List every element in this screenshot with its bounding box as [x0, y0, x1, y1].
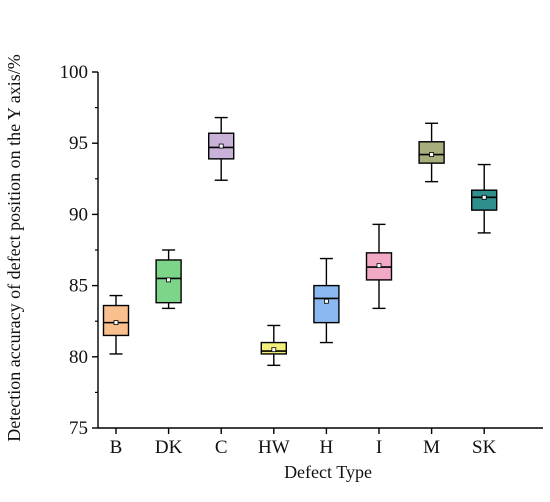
y-tick-label: 95	[69, 133, 88, 154]
mean-marker	[113, 320, 119, 326]
x-tick-label-sk: SK	[472, 437, 497, 458]
y-tick-label: 85	[69, 276, 88, 297]
mean-marker	[429, 152, 435, 157]
box-dk	[155, 249, 182, 310]
y-tick-label: 80	[69, 347, 88, 368]
mean-marker	[376, 263, 382, 269]
box-iqr	[471, 189, 498, 211]
x-tick-label-h: H	[320, 437, 334, 458]
mean-marker	[481, 194, 487, 200]
mean-marker	[271, 347, 277, 353]
x-tick-label-hw: HW	[258, 437, 290, 458]
mean-marker	[323, 298, 329, 304]
x-tick-label-i: I	[376, 437, 382, 458]
mean-marker	[166, 277, 172, 283]
y-tick-label: 90	[69, 204, 88, 225]
plot-area	[102, 116, 498, 367]
box-i	[365, 223, 393, 310]
x-tick-label-c: C	[215, 437, 228, 458]
y-tick-label: 100	[60, 62, 89, 83]
box-c	[207, 116, 235, 181]
box-sk	[471, 163, 498, 234]
x-axis-title: Defect Type	[284, 462, 372, 482]
x-tick-label-m: M	[423, 437, 440, 458]
axes: 75 80 85 90 95 100 B DK C HW H I M SK	[60, 62, 543, 458]
box-b	[102, 294, 130, 355]
box-iqr	[313, 284, 340, 324]
box-h	[313, 257, 340, 344]
x-tick-label-b: B	[110, 437, 123, 458]
box-m	[418, 122, 445, 183]
mean-marker	[218, 143, 224, 149]
y-tick-label: 75	[69, 418, 88, 439]
x-tick-label-dk: DK	[155, 437, 183, 458]
box-hw	[260, 324, 287, 367]
y-axis-title: Detection accuracy of defect position on…	[4, 54, 24, 442]
